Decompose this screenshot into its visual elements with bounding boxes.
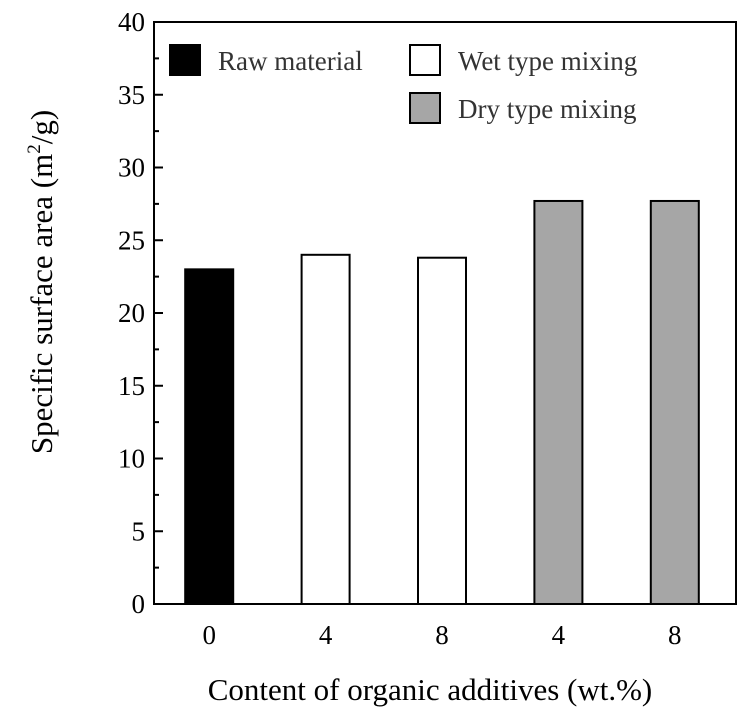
- y-axis-label: Specific surface area (m2/g): [24, 110, 59, 454]
- bar-dry: [533, 199, 584, 605]
- bar-raw: [184, 268, 235, 605]
- y-axis-label-main: Specific surface area (m: [24, 154, 59, 454]
- bar-wet: [300, 253, 351, 606]
- y-tick-label: 40: [118, 7, 145, 37]
- legend-swatch-raw: [169, 44, 201, 76]
- bars: [184, 199, 700, 606]
- y-tick-label: 5: [132, 516, 146, 546]
- y-tick-label: 25: [118, 225, 145, 255]
- x-axis-tick-labels: 0 4 8 4 8: [202, 620, 681, 650]
- y-tick-label: 30: [118, 153, 145, 183]
- y-tick-label: 0: [132, 589, 146, 619]
- y-axis-label-superscript: 2: [24, 144, 45, 154]
- legend-swatch-wet: [409, 44, 441, 76]
- legend-label-raw: Raw material: [218, 46, 363, 76]
- y-tick-label: 35: [118, 80, 145, 110]
- legend-label-wet: Wet type mixing: [458, 46, 637, 76]
- y-axis-tick-labels: 0 5 10 15 20 25 30 35 40: [118, 7, 145, 619]
- y-tick-label: 15: [118, 371, 145, 401]
- x-tick-label: 8: [435, 620, 449, 650]
- bar-dry: [649, 199, 700, 605]
- legend: Raw material Wet type mixing Dry type mixi…: [169, 44, 637, 124]
- y-tick-label: 10: [118, 444, 145, 474]
- x-tick-label: 4: [552, 620, 566, 650]
- y-axis-ticks: [154, 21, 163, 605]
- y-axis-label-tail: /g): [24, 110, 59, 144]
- x-tick-label: 4: [319, 620, 333, 650]
- x-axis-label: Content of organic additives (wt.%): [208, 672, 653, 707]
- y-tick-label: 20: [118, 298, 145, 328]
- bar-wet: [417, 256, 467, 605]
- legend-label-dry: Dry type mixing: [458, 94, 636, 124]
- legend-swatch-dry: [409, 92, 441, 124]
- x-tick-label: 8: [668, 620, 682, 650]
- x-tick-label: 0: [202, 620, 216, 650]
